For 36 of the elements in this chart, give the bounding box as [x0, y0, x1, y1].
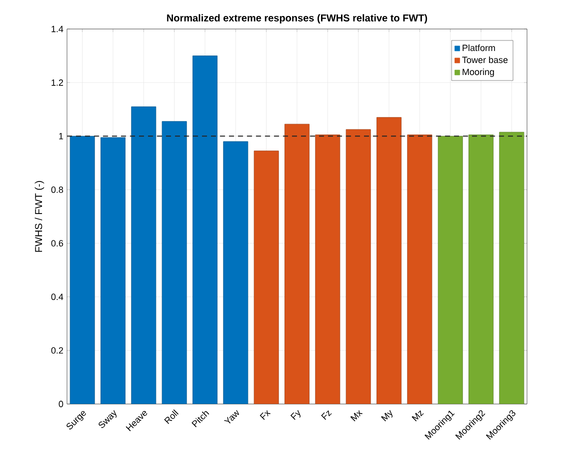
y-tick-label: 1.2	[52, 79, 64, 86]
y-tick-label: 1	[59, 133, 64, 140]
x-tick-label: My	[381, 410, 393, 422]
chart-title: Normalized extreme responses (FWHS relative to FWT)	[167, 14, 428, 24]
bar	[192, 56, 218, 404]
legend-label: Mooring	[462, 68, 494, 77]
y-tick-label: 0.8	[51, 186, 64, 193]
bar	[468, 134, 494, 404]
bar	[223, 141, 248, 404]
x-tick-label: Roll	[164, 409, 179, 424]
bar	[438, 136, 463, 404]
x-tick-label: Fy	[290, 410, 301, 420]
bar	[499, 132, 524, 404]
y-tick-label: 0.6	[51, 240, 64, 246]
bar	[162, 121, 187, 404]
y-tick-label: 0.2	[51, 347, 64, 354]
y-tick-label: 0	[58, 400, 64, 408]
bar	[254, 150, 279, 404]
x-tick-label: Mx	[350, 410, 363, 422]
x-tick-label: Yaw	[224, 410, 240, 424]
bar	[407, 134, 432, 404]
bar	[100, 137, 126, 404]
legend-label: Platform	[462, 44, 495, 52]
x-tick-label: Fz	[321, 410, 332, 420]
x-tick-label: Fx	[260, 410, 271, 420]
legend-label: Tower base	[462, 56, 508, 64]
y-axis-title: FWHS / FWT (-)	[34, 181, 44, 252]
y-tick-label: 1.4	[52, 26, 64, 32]
bar	[376, 117, 402, 404]
bar	[131, 106, 156, 404]
bar	[346, 129, 371, 404]
bar	[315, 134, 340, 404]
bar	[70, 136, 95, 404]
x-tick-label: Mz	[412, 410, 424, 422]
bar	[284, 124, 310, 404]
y-tick-label: 0.4	[51, 294, 64, 300]
